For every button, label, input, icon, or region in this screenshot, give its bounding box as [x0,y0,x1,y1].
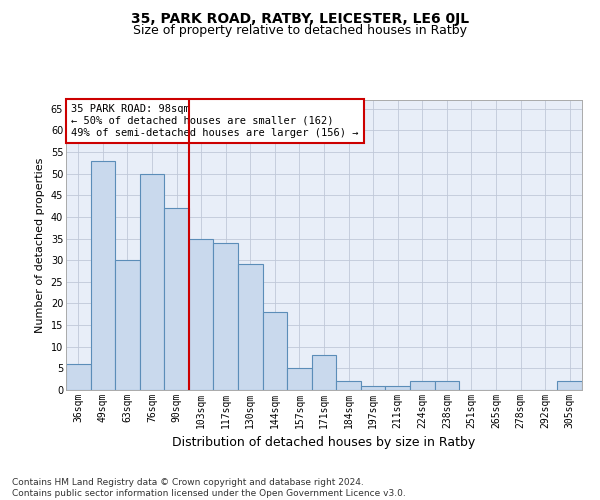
X-axis label: Distribution of detached houses by size in Ratby: Distribution of detached houses by size … [172,436,476,450]
Bar [91,160,115,390]
Bar [263,312,287,390]
Y-axis label: Number of detached properties: Number of detached properties [35,158,45,332]
Bar [557,382,582,390]
Bar [410,382,434,390]
Text: 35, PARK ROAD, RATBY, LEICESTER, LE6 0JL: 35, PARK ROAD, RATBY, LEICESTER, LE6 0JL [131,12,469,26]
Bar [287,368,312,390]
Text: Size of property relative to detached houses in Ratby: Size of property relative to detached ho… [133,24,467,37]
Bar [214,243,238,390]
Text: 35 PARK ROAD: 98sqm
← 50% of detached houses are smaller (162)
49% of semi-detac: 35 PARK ROAD: 98sqm ← 50% of detached ho… [71,104,359,138]
Bar [434,382,459,390]
Bar [115,260,140,390]
Bar [361,386,385,390]
Bar [238,264,263,390]
Bar [164,208,189,390]
Text: Contains HM Land Registry data © Crown copyright and database right 2024.
Contai: Contains HM Land Registry data © Crown c… [12,478,406,498]
Bar [189,238,214,390]
Bar [312,356,336,390]
Bar [336,382,361,390]
Bar [385,386,410,390]
Bar [66,364,91,390]
Bar [140,174,164,390]
